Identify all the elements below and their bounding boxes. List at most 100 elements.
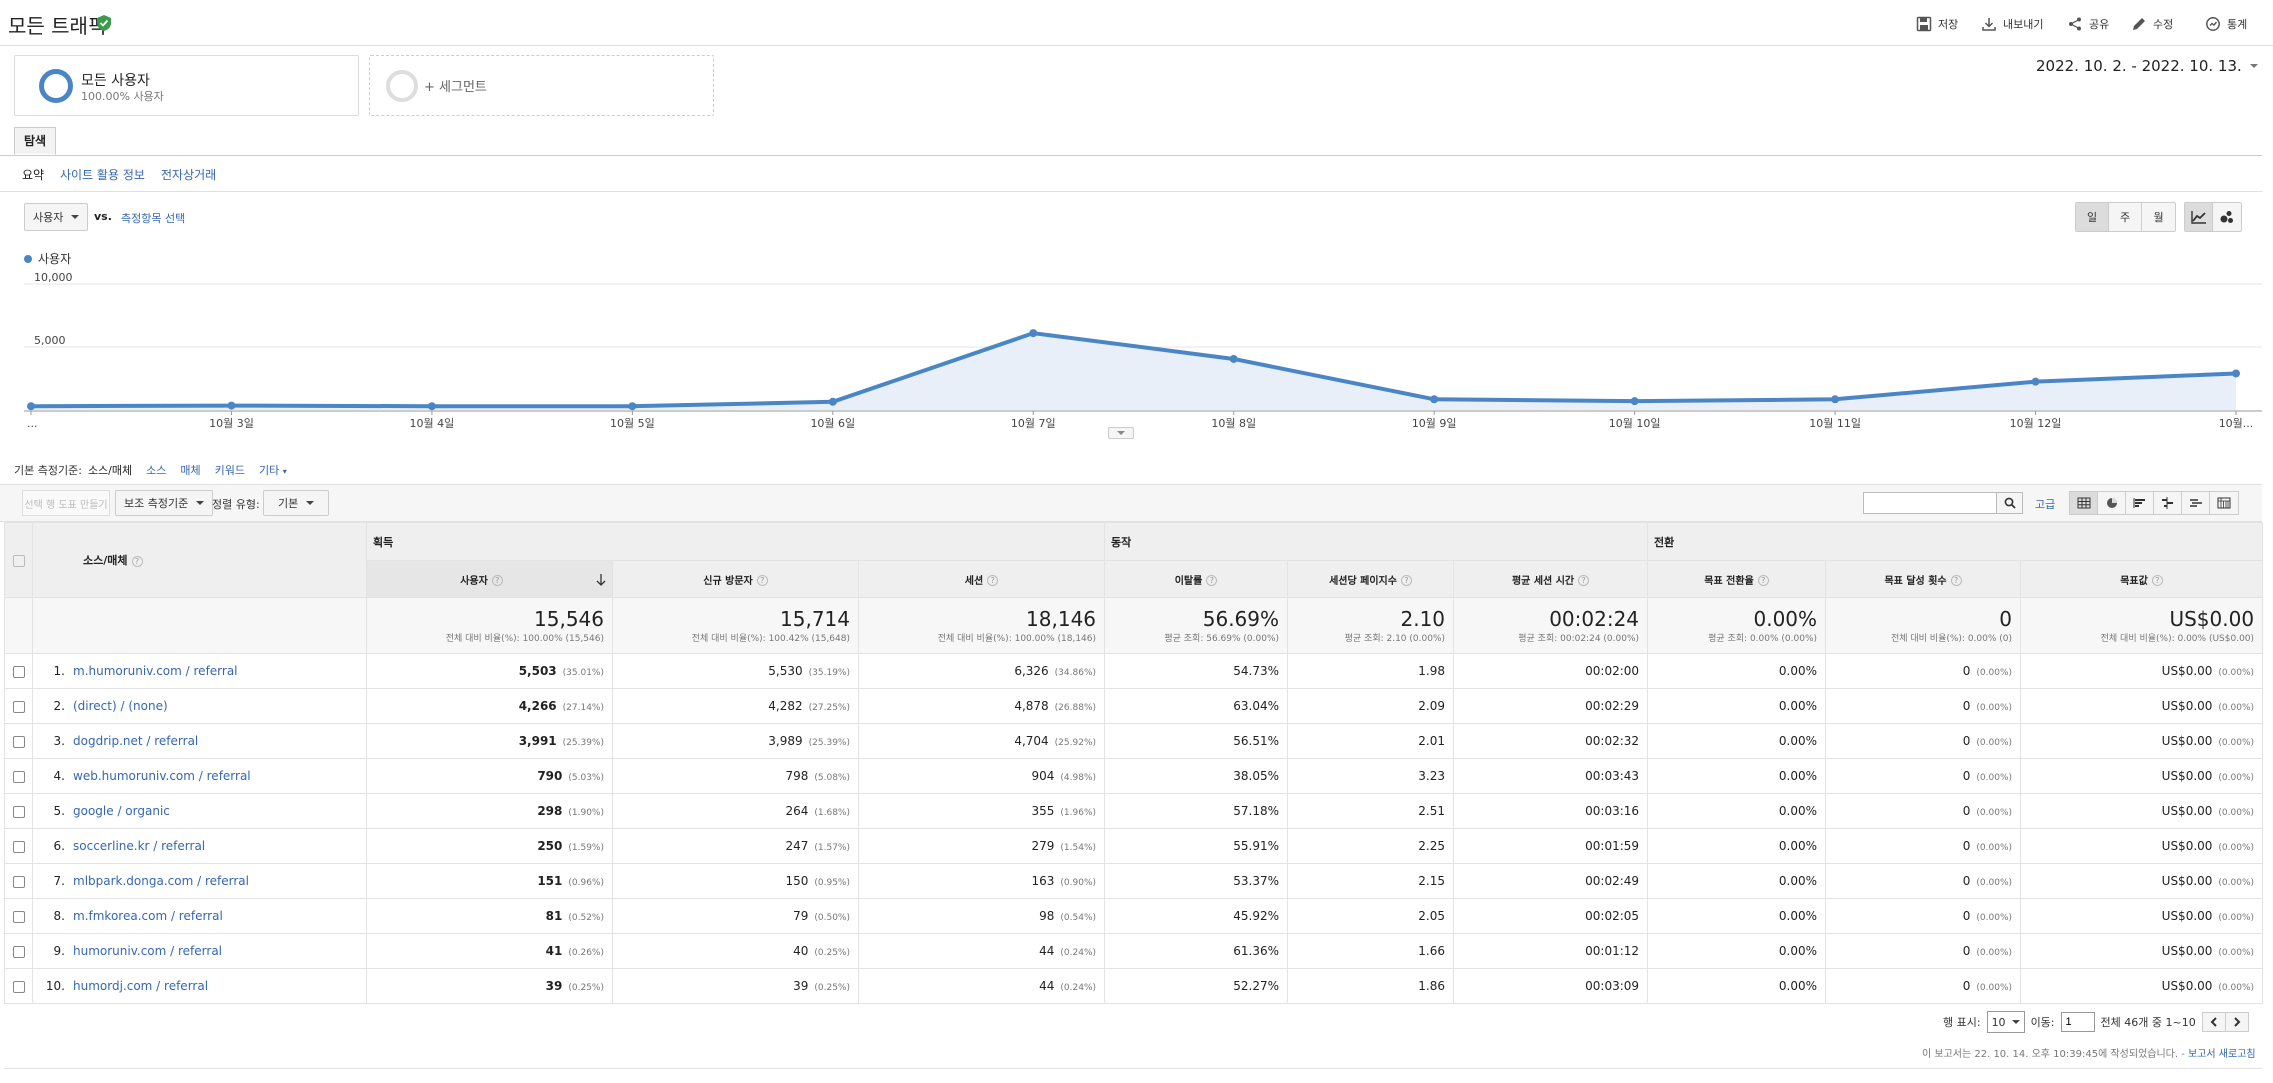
help-icon[interactable]: ? bbox=[491, 575, 503, 586]
col-goal-value-header[interactable]: 목표값? bbox=[2020, 560, 2264, 598]
data-point[interactable] bbox=[2031, 377, 2040, 386]
data-point[interactable] bbox=[2232, 369, 2240, 378]
help-icon[interactable]: ? bbox=[1757, 575, 1769, 586]
segment-all-users[interactable]: 모든 사용자 100.00% 사용자 bbox=[14, 55, 359, 116]
row-checkbox[interactable] bbox=[12, 770, 25, 783]
source-medium-link[interactable]: humoruniv.com / referral bbox=[73, 944, 223, 958]
data-point[interactable] bbox=[427, 402, 436, 411]
refresh-report-link[interactable]: 보고서 새로고침 bbox=[2188, 1049, 2256, 1060]
source-medium-link[interactable]: m.humoruniv.com / referral bbox=[73, 664, 238, 678]
view-table-button[interactable] bbox=[2070, 492, 2098, 514]
select-metric-link[interactable]: 측정항목 선택 bbox=[121, 212, 186, 225]
subtab-site-usage[interactable]: 사이트 활용 정보 bbox=[60, 168, 145, 182]
data-point[interactable] bbox=[1229, 354, 1238, 363]
dimension-source[interactable]: 소스 bbox=[146, 464, 167, 477]
source-medium-link[interactable]: (direct) / (none) bbox=[73, 699, 168, 713]
subtab-summary[interactable]: 요약 bbox=[22, 168, 45, 182]
subtab-ecommerce[interactable]: 전자상거래 bbox=[161, 168, 217, 182]
help-icon[interactable]: ? bbox=[131, 555, 143, 567]
row-checkbox[interactable] bbox=[12, 700, 25, 713]
metric-dropdown[interactable]: 사용자 bbox=[24, 203, 89, 231]
data-point[interactable] bbox=[1630, 397, 1639, 406]
row-checkbox[interactable] bbox=[12, 805, 25, 818]
prev-page-button[interactable] bbox=[2201, 1012, 2226, 1032]
data-point[interactable] bbox=[1430, 395, 1439, 404]
col-pages-per-session-header[interactable]: 세션당 페이지수? bbox=[1287, 560, 1455, 598]
view-term-cloud-button[interactable] bbox=[2182, 492, 2210, 514]
next-page-button[interactable] bbox=[2224, 1012, 2249, 1032]
help-icon[interactable]: ? bbox=[1206, 575, 1218, 586]
pages-per-session-cell: 1.86 bbox=[1287, 968, 1455, 1004]
table-search-input[interactable] bbox=[1863, 492, 1997, 514]
bounce-rate-cell: 63.04% bbox=[1104, 688, 1289, 724]
insights-button[interactable]: 통계 bbox=[2205, 14, 2247, 34]
col-goal-conversion-rate-header[interactable]: 목표 전환율? bbox=[1647, 560, 1827, 598]
tab-explore[interactable]: 탐색 bbox=[14, 127, 57, 155]
view-pivot-button[interactable] bbox=[2210, 492, 2238, 514]
date-range-picker[interactable]: 2022. 10. 2. - 2022. 10. 13. bbox=[2036, 57, 2258, 75]
secondary-dimension-dropdown[interactable]: 보조 측정기준 bbox=[115, 490, 214, 516]
dimension-header[interactable]: 소스/매체? bbox=[32, 522, 367, 598]
col-goal-completions-header[interactable]: 목표 달성 횟수? bbox=[1825, 560, 2022, 598]
source-medium-link[interactable]: google / organic bbox=[73, 804, 170, 818]
select-all-checkbox[interactable] bbox=[12, 554, 25, 567]
help-icon[interactable]: ? bbox=[1950, 575, 1962, 586]
search-button[interactable] bbox=[1997, 492, 2023, 514]
col-bounce-rate-header[interactable]: 이탈률? bbox=[1104, 560, 1289, 598]
period-month-button[interactable]: 월 bbox=[2142, 203, 2175, 231]
share-button[interactable]: 공유 bbox=[2067, 14, 2109, 34]
motion-chart-button[interactable] bbox=[2213, 203, 2241, 231]
period-week-button[interactable]: 주 bbox=[2109, 203, 2142, 231]
source-medium-link[interactable]: web.humoruniv.com / referral bbox=[73, 769, 251, 783]
data-point[interactable] bbox=[1029, 329, 1038, 338]
help-icon[interactable]: ? bbox=[756, 575, 768, 586]
source-medium-link[interactable]: dogdrip.net / referral bbox=[73, 734, 199, 748]
data-point[interactable] bbox=[828, 397, 837, 406]
period-day-button[interactable]: 일 bbox=[2076, 203, 2109, 231]
col-sessions-header[interactable]: 세션? bbox=[857, 560, 1106, 598]
row-checkbox[interactable] bbox=[12, 910, 25, 923]
row-checkbox[interactable] bbox=[12, 980, 25, 993]
data-point[interactable] bbox=[27, 402, 35, 411]
sessions-pct: (4.98%) bbox=[1060, 773, 1097, 783]
plot-rows-button[interactable]: 선택 행 도표 만들기 bbox=[22, 490, 110, 516]
data-point[interactable] bbox=[227, 401, 236, 410]
view-pie-button[interactable] bbox=[2098, 492, 2126, 514]
data-point[interactable] bbox=[1831, 395, 1840, 404]
save-button[interactable]: 저장 bbox=[1916, 14, 1958, 34]
row-checkbox[interactable] bbox=[12, 665, 25, 678]
sort-type-dropdown[interactable]: 기본 bbox=[263, 490, 330, 516]
source-medium-link[interactable]: mlbpark.donga.com / referral bbox=[73, 874, 249, 888]
row-checkbox[interactable] bbox=[12, 840, 25, 853]
dimension-other[interactable]: 기타 ▾ bbox=[259, 464, 287, 477]
dimension-medium[interactable]: 매체 bbox=[180, 464, 201, 477]
col-users-header[interactable]: 사용자? bbox=[366, 560, 613, 598]
edit-button[interactable]: 수정 bbox=[2131, 14, 2173, 34]
col-new-visitors-header[interactable]: 신규 방문자? bbox=[612, 560, 859, 598]
data-point[interactable] bbox=[628, 402, 637, 411]
help-icon[interactable]: ? bbox=[1578, 575, 1590, 586]
view-comparison-button[interactable] bbox=[2154, 492, 2182, 514]
chart-collapse-handle[interactable] bbox=[1108, 427, 1134, 439]
row-checkbox[interactable] bbox=[12, 875, 25, 888]
rows-per-page-select[interactable]: 10 bbox=[1986, 1011, 2025, 1033]
source-medium-link[interactable]: soccerline.kr / referral bbox=[73, 839, 206, 853]
advanced-filter-link[interactable]: 고급 bbox=[2035, 498, 2056, 511]
dimension-keyword[interactable]: 키워드 bbox=[214, 464, 245, 477]
add-segment-button[interactable]: + 세그먼트 bbox=[369, 55, 714, 116]
col-avg-session-duration-header[interactable]: 평균 세션 시간? bbox=[1453, 560, 1649, 598]
export-button[interactable]: 내보내기 bbox=[1981, 14, 2043, 34]
source-medium-link[interactable]: m.fmkorea.com / referral bbox=[73, 909, 223, 923]
dimension-source-medium[interactable]: 소스/매체 bbox=[87, 464, 133, 477]
line-chart-button[interactable] bbox=[2185, 203, 2213, 231]
help-icon[interactable]: ? bbox=[1400, 575, 1412, 586]
view-performance-button[interactable] bbox=[2126, 492, 2154, 514]
row-checkbox[interactable] bbox=[12, 735, 25, 748]
row-checkbox[interactable] bbox=[12, 945, 25, 958]
help-icon[interactable]: ? bbox=[2151, 575, 2163, 586]
empty-segment-ring-icon bbox=[386, 70, 418, 102]
goto-page-input[interactable] bbox=[2060, 1012, 2095, 1032]
series-area-fill bbox=[31, 333, 2236, 410]
help-icon[interactable]: ? bbox=[987, 575, 999, 586]
source-medium-link[interactable]: humordj.com / referral bbox=[73, 979, 209, 993]
